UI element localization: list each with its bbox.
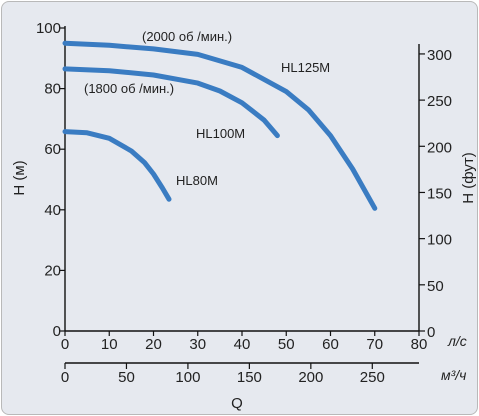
rpm-annotation: (2000 об /мин.) bbox=[142, 29, 232, 44]
y-axis-right-title: H (фут) bbox=[460, 152, 477, 204]
x-bottom-tick-label: 200 bbox=[298, 369, 323, 386]
x-top-tick-label: 40 bbox=[234, 336, 251, 353]
x-top-tick-label: 0 bbox=[61, 336, 69, 353]
rpm-annotation: (1800 об /мин.) bbox=[84, 81, 174, 96]
curve-hl125m bbox=[62, 40, 378, 211]
curve-label-hl125m: HL125M bbox=[281, 60, 330, 75]
x-bottom-tick-label: 0 bbox=[61, 369, 69, 386]
curve-hl80m bbox=[62, 129, 172, 202]
x-top-tick-label: 20 bbox=[145, 336, 162, 353]
x-top-tick-label: 60 bbox=[322, 336, 339, 353]
curve-label-hl80m: HL80M bbox=[176, 173, 218, 188]
curve-hl100m bbox=[62, 66, 280, 139]
x-top-tick-label: 50 bbox=[278, 336, 295, 353]
y-right-tick-label: 150 bbox=[427, 185, 452, 202]
x-axis-title: Q bbox=[231, 395, 243, 412]
y-left-tick-label: 40 bbox=[44, 202, 61, 219]
y-left-tick-label: 20 bbox=[44, 262, 61, 279]
x-top-unit: л/с bbox=[447, 333, 467, 349]
axes-group bbox=[59, 26, 425, 369]
x-top-tick-label: 30 bbox=[189, 336, 206, 353]
x-bottom-tick-label: 250 bbox=[360, 369, 385, 386]
y-right-tick-label: 250 bbox=[427, 93, 452, 110]
y-axis-left-title: H (м) bbox=[11, 160, 28, 195]
x-bottom-unit: м³/ч bbox=[441, 367, 466, 383]
curve-label-hl100m: HL100M bbox=[196, 126, 245, 141]
y-left-tick-label: 60 bbox=[44, 141, 61, 158]
y-right-tick-label: 200 bbox=[427, 139, 452, 156]
x-top-tick-label: 70 bbox=[366, 336, 383, 353]
x-bottom-tick-label: 50 bbox=[118, 369, 135, 386]
y-right-tick-label: 300 bbox=[427, 47, 452, 64]
y-right-tick-label: 100 bbox=[427, 232, 452, 249]
x-bottom-tick-label: 150 bbox=[237, 369, 262, 386]
y-right-tick-label: 50 bbox=[427, 278, 444, 295]
y-left-tick-label: 0 bbox=[53, 323, 61, 340]
x-top-tick-label: 10 bbox=[101, 336, 118, 353]
y-left-tick-label: 100 bbox=[36, 20, 61, 37]
y-right-tick-label: 0 bbox=[427, 324, 435, 341]
curves-group bbox=[62, 40, 378, 211]
x-bottom-tick-label: 100 bbox=[175, 369, 200, 386]
labels-group: 0 20 40 60 80 100 0 50 100 150 200 250 300 0 10 20 30 40 5… bbox=[11, 20, 477, 412]
x-top-tick-label: 80 bbox=[411, 336, 428, 353]
y-left-tick-label: 80 bbox=[44, 81, 61, 98]
